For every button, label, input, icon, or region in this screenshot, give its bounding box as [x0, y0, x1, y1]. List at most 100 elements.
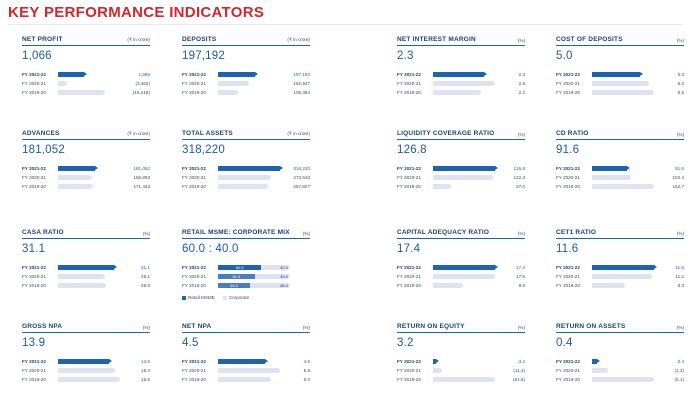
kpi-rows: FY 2021-22 17.4 FY 2020-21 17.5 FY 2019-20 8.… — [397, 264, 525, 291]
kpi-title: NET NPA — [182, 323, 212, 330]
kpi-row: FY 2021-22 318,220 — [182, 165, 310, 174]
kpi-unit: (%) — [676, 132, 684, 137]
row-label: FY 2021-22 — [22, 265, 46, 270]
row-label: FY 2021-22 — [397, 359, 421, 364]
legend-corporate: Corporate — [222, 295, 249, 300]
kpi-row: FY 2020-21 166,893 — [22, 174, 150, 183]
row-label: FY 2019-20 — [182, 90, 206, 95]
row-value: 1,066 — [138, 72, 151, 77]
bar-previous — [58, 283, 106, 288]
bar-track — [58, 274, 122, 279]
retail-segment: 60.0 — [218, 265, 262, 270]
bar-track — [58, 184, 122, 189]
kpi-row: FY 2020-21 26.1 — [22, 273, 150, 282]
kpi-card: LIQUIDITY COVERAGE RATIO (%) 126.8 FY 2021-… — [397, 130, 525, 192]
kpi-row: FY 2021-22 91.6 — [556, 165, 684, 174]
bar-previous — [592, 81, 650, 86]
row-value: 91.6 — [675, 166, 684, 171]
kpi-value: 11.6 — [556, 243, 579, 255]
row-label: FY 2020-21 — [556, 368, 580, 373]
row-value: 318,220 — [293, 166, 310, 171]
kpi-row: FY 2021-22 5.0 — [556, 71, 684, 80]
kpi-rows: FY 2021-22 60.0 40.0 FY 2020-21 51.0 49.0 FY 2… — [182, 264, 310, 291]
bar-previous — [433, 90, 482, 95]
bar-current — [433, 265, 498, 270]
kpi-value: 197,192 — [182, 50, 225, 62]
corporate-segment: 40.0 — [261, 265, 290, 270]
row-value: 181,052 — [133, 166, 150, 171]
row-label: FY 2019-20 — [397, 283, 421, 288]
bar-track — [433, 184, 497, 189]
bar-current — [592, 72, 643, 77]
row-label: FY 2021-22 — [397, 166, 421, 171]
kpi-title: RETURN ON EQUITY — [397, 323, 465, 330]
row-label: FY 2020-21 — [22, 274, 46, 279]
row-value: 166,893 — [133, 175, 150, 180]
kpi-row: FY 2019-20 6.5 — [556, 89, 684, 98]
bar-current — [58, 72, 88, 77]
kpi-title: COST OF DEPOSITS — [556, 36, 623, 43]
row-value: 2.3 — [518, 72, 525, 77]
legend-retail: Retail MSME — [182, 295, 215, 300]
row-value: (1.3) — [674, 368, 684, 373]
row-label: FY 2019-20 — [556, 90, 580, 95]
bar-track — [433, 368, 497, 373]
kpi-header: CASA RATIO (%) — [22, 229, 150, 239]
bar-track — [58, 72, 122, 77]
kpi-row: FY 2019-20 171,443 — [22, 183, 150, 192]
kpi-row: FY 2020-21 273,543 — [182, 174, 310, 183]
kpi-title: CAPITAL ADEQUACY RATIO — [397, 229, 490, 236]
bar-track — [218, 90, 282, 95]
bar-track — [433, 359, 497, 364]
kpi-row: FY 2019-20 37.0 — [397, 183, 525, 192]
kpi-title: CET1 RATIO — [556, 229, 597, 236]
kpi-header: NET PROFIT (₹ in crore) — [22, 36, 150, 46]
bar-previous — [592, 377, 654, 382]
kpi-row: FY 2020-21 11.2 — [556, 273, 684, 282]
row-value: 2.8 — [518, 81, 525, 86]
kpi-unit: (%) — [517, 132, 525, 137]
row-value: 6.5 — [677, 90, 684, 95]
row-value: 13.9 — [141, 359, 150, 364]
kpi-row: FY 2020-21 (11.4) — [397, 367, 525, 376]
row-value: 162.7 — [672, 184, 685, 189]
kpi-row: FY 2021-22 11.6 — [556, 264, 684, 273]
kpi-row: FY 2021-22 4.5 — [182, 358, 310, 367]
bar-previous — [433, 274, 495, 279]
bar-previous — [592, 283, 626, 288]
bar-track — [433, 274, 497, 279]
row-value: 26.6 — [141, 283, 150, 288]
bar-track — [218, 184, 282, 189]
kpi-value: 60.0 : 40.0 — [182, 243, 239, 255]
kpi-value: 126.8 — [397, 144, 427, 156]
bar-track — [433, 72, 497, 77]
bar-track — [592, 265, 657, 270]
mix-card: RETAIL MSME: CORPORATE MIX (%) 60.0 : 40.0… — [182, 229, 310, 300]
kpi-row: FY 2019-20 26.6 — [22, 282, 150, 291]
bar-previous — [433, 368, 442, 373]
kpi-value: 3.2 — [397, 337, 414, 349]
row-label: FY 2020-21 — [397, 274, 421, 279]
kpi-header: DEPOSITS (₹ in crore) — [182, 36, 310, 46]
bar-track — [433, 377, 497, 382]
bar-previous — [592, 368, 608, 373]
kpi-header: RETURN ON ASSETS (%) — [556, 323, 684, 333]
bar-track — [58, 81, 122, 86]
mix-track: 60.0 40.0 — [218, 265, 290, 270]
kpi-header: COST OF DEPOSITS (%) — [556, 36, 684, 46]
kpi-card: CAPITAL ADEQUACY RATIO (%) 17.4 FY 2021-22 1… — [397, 229, 525, 291]
row-label: FY 2021-22 — [182, 265, 206, 270]
row-value: 102.4 — [672, 175, 685, 180]
row-label: FY 2021-22 — [182, 166, 206, 171]
row-label: FY 2019-20 — [556, 184, 580, 189]
kpi-value: 181,052 — [22, 144, 65, 156]
row-label: FY 2019-20 — [182, 283, 206, 288]
bar-previous — [58, 184, 94, 189]
row-label: FY 2021-22 — [182, 72, 206, 77]
row-value: (5.1) — [674, 377, 684, 382]
kpi-unit: (₹ in crore) — [287, 37, 310, 42]
bar-previous — [58, 175, 93, 180]
row-value: 0.4 — [677, 359, 684, 364]
row-label: FY 2021-22 — [556, 72, 580, 77]
bar-track — [58, 283, 122, 288]
